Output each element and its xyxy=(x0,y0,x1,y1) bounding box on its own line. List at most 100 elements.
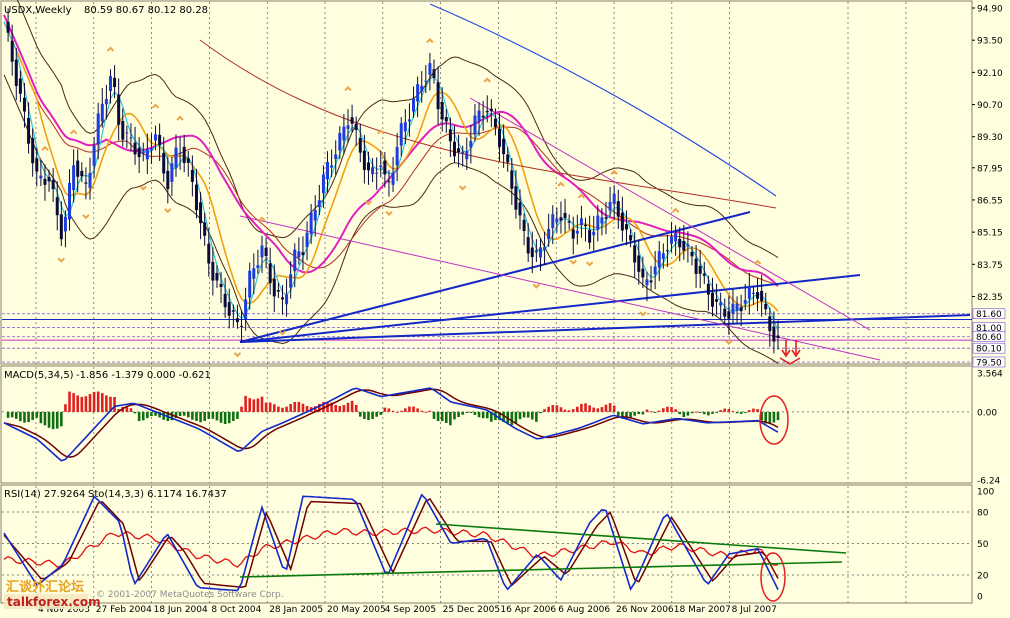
bar-body xyxy=(481,115,485,118)
macd-histogram-bar xyxy=(55,411,59,429)
macd-histogram-bar xyxy=(330,402,333,412)
macd-histogram-bar xyxy=(567,410,571,412)
macd-histogram-bar xyxy=(100,393,104,412)
bar-body xyxy=(403,122,407,132)
macd-histogram-bar xyxy=(39,411,43,424)
bar-body xyxy=(502,138,506,155)
slow-moving-average xyxy=(3,14,779,287)
macd-histogram-bar xyxy=(248,398,252,412)
bar-body xyxy=(43,178,47,185)
time-label: 8 Oct 2004 xyxy=(211,605,261,615)
macd-histogram-bar xyxy=(543,409,546,412)
price-annotations xyxy=(779,340,801,365)
bar-body xyxy=(309,212,313,234)
bar-body xyxy=(747,285,751,299)
bar-body xyxy=(645,279,649,286)
bar-body xyxy=(219,283,223,288)
bar-body xyxy=(27,117,31,144)
macd-histogram-bar xyxy=(6,411,10,418)
bar-body xyxy=(731,303,735,314)
bar-body xyxy=(141,151,145,154)
fractal-up xyxy=(151,103,160,109)
macd-histogram-bar xyxy=(146,411,149,419)
macd-histogram-bar xyxy=(490,411,493,422)
bar-body xyxy=(485,110,489,113)
macd-histogram-bar xyxy=(707,411,710,416)
fractal-up xyxy=(483,77,491,83)
macd-histogram-bar xyxy=(182,411,186,416)
bar-body xyxy=(637,255,641,272)
watermark: © 2001-2007 MetaQuotes Software Corp. 汇谈… xyxy=(4,579,284,609)
macd-histogram-bar xyxy=(776,411,780,421)
bar-body xyxy=(317,200,321,208)
macd-histogram-bar xyxy=(363,411,366,420)
fractal-up xyxy=(610,169,618,175)
macd-histogram-bar xyxy=(27,411,30,423)
price-label: 90.70 xyxy=(977,101,1003,111)
bar-body xyxy=(260,245,264,258)
fractal-up xyxy=(426,37,434,44)
fractal-down xyxy=(164,208,172,214)
macd-histogram-bar xyxy=(96,391,100,412)
macd-histogram-bar xyxy=(109,396,112,412)
bar-body xyxy=(326,161,330,180)
macd-histogram-bar xyxy=(657,410,661,412)
macd-histogram-bar xyxy=(133,411,137,414)
macd-histogram-bar xyxy=(68,391,71,412)
price-panel-ohlc: 80.59 80.67 80.12 80.28 xyxy=(84,5,208,16)
bar-body xyxy=(579,218,583,226)
bar-body xyxy=(162,152,166,174)
bar-body xyxy=(59,214,63,240)
macd-histogram-bar xyxy=(420,410,424,412)
bar-body xyxy=(436,82,440,110)
time-label: 26 Nov 2006 xyxy=(616,605,674,615)
macd-histogram-bar xyxy=(637,411,641,415)
macd-histogram-bar xyxy=(473,411,477,415)
bar-body xyxy=(154,134,158,141)
trend-line xyxy=(239,314,971,343)
bar-body xyxy=(465,151,469,160)
macd-histogram-bar xyxy=(318,403,321,412)
bar-body xyxy=(670,236,674,244)
bar-body xyxy=(375,172,379,174)
macd-histogram-bar xyxy=(469,411,473,414)
rsi-trend-line xyxy=(435,523,847,554)
bar-body xyxy=(477,110,481,121)
time-label: 4 Nov 2003 xyxy=(38,605,90,615)
macd-histogram-bar xyxy=(416,408,419,412)
bar-body xyxy=(493,118,497,128)
bar-body xyxy=(407,119,411,122)
time-label: 6 Aug 2006 xyxy=(558,605,610,615)
time-label: 8 Jul 2007 xyxy=(732,605,777,615)
bar-body xyxy=(346,125,350,129)
macd-histogram-bar xyxy=(641,411,645,415)
macd-histogram-bar xyxy=(23,411,26,423)
macd-histogram-bar xyxy=(211,411,215,419)
macd-circle-annotation xyxy=(759,395,789,445)
macd-histogram-bar xyxy=(616,411,620,417)
bar-body xyxy=(616,201,620,217)
bar-body xyxy=(444,116,448,122)
macd-lines xyxy=(3,387,779,462)
bar-body xyxy=(248,270,252,298)
macd-histogram-bar xyxy=(440,411,444,422)
fractal-down xyxy=(532,283,541,289)
bar-body xyxy=(223,293,227,308)
macd-histogram-bar xyxy=(576,406,579,412)
macd-histogram-bar xyxy=(465,411,469,413)
macd-histogram-bar xyxy=(498,411,501,421)
bar-body xyxy=(145,148,149,160)
bar-body xyxy=(31,138,35,164)
macd-histogram-bar xyxy=(555,405,559,412)
time-label: 18 Jun 2004 xyxy=(154,605,208,615)
bar-body xyxy=(358,137,362,153)
bar-body xyxy=(452,141,456,157)
macd-histogram-bar xyxy=(14,411,18,419)
fractal-down xyxy=(278,330,287,336)
down-arrow-annotation xyxy=(791,340,801,358)
macd-histogram-bar xyxy=(322,401,325,412)
bar-body xyxy=(428,63,432,75)
macd-histogram-bar xyxy=(670,407,673,412)
bar-body xyxy=(698,265,702,274)
